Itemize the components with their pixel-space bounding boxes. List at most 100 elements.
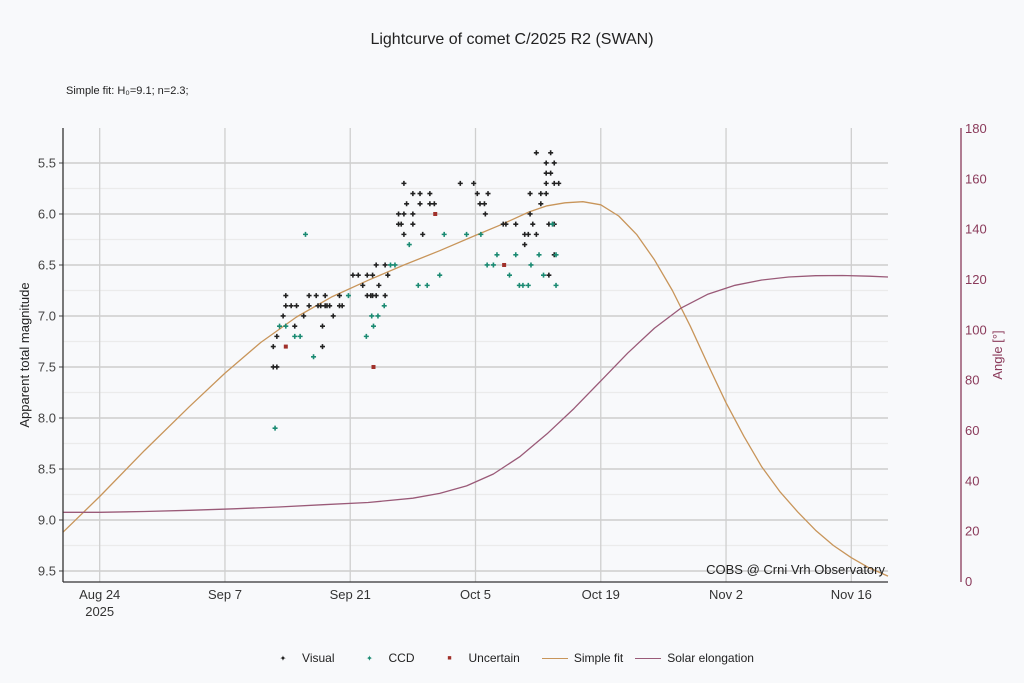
visual-point (427, 191, 433, 197)
ccd-point (415, 282, 421, 288)
y-tick-label: 7.0 (38, 308, 56, 323)
visual-point (503, 221, 509, 227)
visual-point (410, 211, 416, 217)
ccd-point (311, 354, 317, 360)
y-tick-label: 9.5 (38, 563, 56, 578)
visual-point (401, 211, 407, 217)
visual-point (339, 303, 345, 309)
uncertain-point (502, 262, 507, 267)
visual-point (360, 282, 366, 288)
x-tick-label: Sep 21 (330, 587, 371, 602)
y2-axis-label: Angle [°] (990, 330, 1005, 379)
legend-item-uncertain[interactable]: ■ Uncertain (437, 651, 520, 665)
legend-item-ccd[interactable]: ✦ CCD (357, 651, 415, 665)
visual-point (548, 150, 554, 156)
visual-point (546, 272, 552, 278)
legend-item-fit[interactable]: Simple fit (541, 651, 623, 665)
legend-symbol-ccd: ✦ (366, 653, 373, 663)
visual-point (477, 201, 483, 207)
uncertain-point (433, 211, 438, 216)
visual-point (481, 201, 487, 207)
ccd-point (406, 242, 412, 248)
legend-symbol-visual: ✦ (279, 653, 287, 663)
ccd-point (272, 425, 278, 431)
legend-label: Uncertain (468, 651, 520, 665)
y2-tick-label: 140 (965, 222, 987, 237)
visual-point (373, 262, 379, 268)
y2-tick-label: 160 (965, 171, 987, 186)
y2-tick-label: 60 (965, 423, 979, 438)
ccd-point (381, 303, 387, 309)
visual-point (556, 180, 562, 186)
visual-point (322, 293, 328, 299)
visual-point (319, 344, 325, 350)
uncertain-point (371, 364, 376, 369)
visual-point (457, 180, 463, 186)
visual-point (404, 201, 410, 207)
visual-point (350, 272, 356, 278)
y-tick-label: 9.0 (38, 512, 56, 527)
legend-label: CCD (388, 651, 415, 665)
visual-point (288, 303, 294, 309)
ccd-point (549, 221, 555, 227)
grid (63, 128, 888, 582)
visual-point (274, 333, 280, 339)
visual-point (543, 191, 549, 197)
legend-item-visual[interactable]: ✦ Visual (270, 651, 335, 665)
legend-item-elong[interactable]: Solar elongation (635, 651, 754, 665)
y-tick-label: 6.5 (38, 257, 56, 272)
visual-point (274, 364, 280, 370)
ccd-point (424, 282, 430, 288)
visual-point (513, 221, 519, 227)
ccd-point (513, 252, 519, 258)
ccd-point (363, 333, 369, 339)
visual-point (313, 293, 319, 299)
x-tick-sublabel: 2025 (85, 604, 114, 619)
curves (62, 201, 889, 577)
ccd-point (490, 262, 496, 268)
ccd-point (464, 231, 470, 237)
visual-point (543, 160, 549, 166)
visual-point (530, 221, 536, 227)
ccd-point (370, 323, 376, 329)
legend-symbol-fit (541, 657, 568, 659)
visual-point (427, 201, 433, 207)
ccd-point (437, 272, 443, 278)
ccd-point (375, 313, 381, 319)
ccd-point (541, 272, 547, 278)
visual-point (306, 293, 312, 299)
visual-point (482, 211, 488, 217)
visual-point (376, 282, 382, 288)
visual-point (417, 191, 423, 197)
y-axis-label: Apparent total magnitude (17, 282, 32, 427)
visual-point (551, 180, 557, 186)
visual-point (330, 313, 336, 319)
ccd-point (494, 252, 500, 258)
ccd-point (528, 262, 534, 268)
fit-annotation: Simple fit: H₀=9.1; n=2.3; (66, 85, 189, 97)
visual-point (382, 262, 388, 268)
visual-point (417, 201, 423, 207)
visual-point (373, 293, 379, 299)
x-tick-label: Aug 24 (79, 587, 120, 602)
legend-label: Visual (302, 651, 335, 665)
visual-point (533, 150, 539, 156)
y-tick-label: 6.0 (38, 206, 56, 221)
visual-point (474, 191, 480, 197)
visual-point (420, 231, 426, 237)
y2-tick-label: 80 (965, 373, 979, 388)
visual-point (527, 211, 533, 217)
y2-tick-label: 100 (965, 322, 987, 337)
y2-tick-label: 40 (965, 473, 979, 488)
visual-point (543, 180, 549, 186)
data-markers (270, 150, 562, 431)
ccd-point (484, 262, 490, 268)
visual-point (410, 191, 416, 197)
visual-point (364, 272, 370, 278)
visual-point (471, 180, 477, 186)
x-tick-label: Sep 7 (208, 587, 242, 602)
ccd-point (292, 333, 298, 339)
visual-point (525, 231, 531, 237)
x-tick-label: Nov 16 (831, 587, 872, 602)
